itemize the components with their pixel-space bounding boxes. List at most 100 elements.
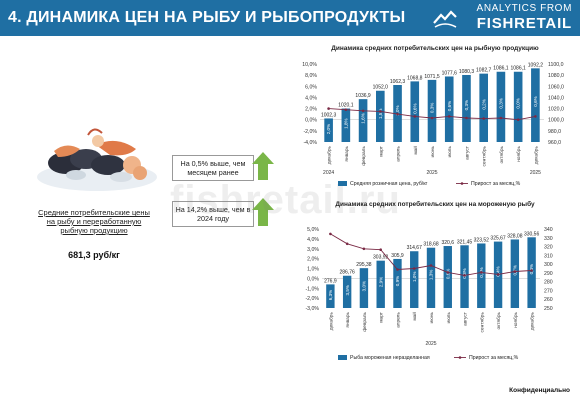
- left-axis-tick: -1,0%: [305, 286, 319, 292]
- bar-value-label: 295,38: [356, 262, 372, 268]
- right-axis-tick: 980,0: [548, 129, 561, 135]
- left-axis-tick: 4,0%: [307, 237, 319, 243]
- bar-value-label: 286,76: [340, 270, 356, 276]
- bar-value-label: 323,52: [474, 237, 490, 243]
- legend-bar-label: Рыба мороженая неразделанная: [350, 355, 430, 361]
- left-axis-tick: 0,0%: [307, 276, 319, 282]
- year-change-note: На 14,2% выше, чем в 2024 году: [172, 201, 254, 227]
- brand-logo: ANALYTICS FROM FISHRETAIL: [432, 3, 572, 33]
- product-description: Средние потребительские цены на рыбу и п…: [38, 208, 150, 235]
- x-axis-tick: июнь: [431, 146, 436, 158]
- x-axis-tick: август: [464, 311, 469, 326]
- bar-value-label: 1086,1: [511, 66, 527, 72]
- left-axis-tick: -2,0%: [303, 129, 317, 135]
- growth-point: [396, 112, 399, 116]
- right-axis-tick: 1040,0: [548, 95, 564, 101]
- year-label: 2024: [323, 170, 334, 176]
- growth-point: [396, 268, 399, 271]
- growth-point: [463, 274, 466, 277]
- bar-value-label: 1036,9: [355, 93, 371, 99]
- growth-point: [480, 271, 483, 274]
- legend-line-marker: [458, 356, 462, 359]
- right-axis-tick: 960,0: [548, 140, 561, 146]
- year-label: 2025: [426, 170, 437, 176]
- confidential-label: Конфиденциально: [509, 387, 570, 394]
- legend-bar-swatch: [338, 355, 347, 360]
- growth-point: [430, 116, 434, 120]
- left-axis-tick: 5,0%: [307, 227, 319, 233]
- watermark: fishretail.ru: [170, 178, 401, 222]
- x-axis-tick: декабрь: [327, 146, 333, 165]
- growth-point: [530, 269, 533, 272]
- x-axis-tick: март: [379, 145, 384, 157]
- bar-value-label: 276,9: [324, 278, 337, 284]
- x-axis-tick: август: [465, 145, 470, 160]
- growth-point: [413, 115, 417, 118]
- pct-label: 6,3%: [328, 290, 333, 300]
- bar: [410, 251, 419, 308]
- bar: [326, 284, 335, 308]
- pct-label: 3,0%: [362, 281, 367, 291]
- x-axis-tick: декабрь: [328, 312, 334, 331]
- bar: [376, 260, 385, 308]
- bar-value-label: 330,56: [524, 231, 540, 237]
- growth-point: [482, 117, 485, 120]
- right-axis-tick: 310: [544, 253, 553, 259]
- growth-point: [379, 110, 382, 113]
- x-axis-tick: июль: [447, 312, 452, 324]
- pct-label: 0,6%: [445, 269, 450, 279]
- x-axis-tick: февраль: [362, 311, 368, 331]
- pct-label: 1,3%: [429, 270, 434, 280]
- pct-label: 0,6%: [447, 101, 452, 111]
- x-axis-tick: октябрь: [499, 146, 505, 164]
- x-axis-tick: декабрь: [533, 146, 539, 165]
- fish-price-chart: 10,0% 8,0% 6,0% 4,0% 2,0% 0,0% -2,0% -4,0% 1100,…: [302, 62, 564, 187]
- brand-name-text: FISHRETAIL: [476, 15, 572, 32]
- growth-point: [329, 232, 332, 236]
- left-axis-tick: 2,0%: [307, 257, 319, 263]
- bar-value-label: 1002,3: [321, 112, 337, 118]
- bar-value-label: 320,6: [442, 240, 455, 246]
- growth-point: [361, 109, 365, 113]
- header-bar: 4. ДИНАМИКА ЦЕН НА РЫБУ И РЫБОПРОДУКТЫ A…: [0, 0, 580, 36]
- bar-value-label: 1086,1: [493, 66, 509, 72]
- bar-value-label: 1077,6: [442, 70, 458, 76]
- bar: [410, 81, 420, 142]
- bar-value-label: 1068,8: [407, 75, 423, 81]
- x-axis-tick: июль: [448, 146, 453, 158]
- left-axis-tick: 2,0%: [305, 107, 317, 113]
- pct-label: 0,3%: [462, 268, 467, 278]
- bar: [531, 68, 540, 142]
- page-title: 4. ДИНАМИКА ЦЕН НА РЫБУ И РЫБОПРОДУКТЫ: [8, 9, 406, 26]
- bar-value-label: 1020,1: [338, 103, 354, 109]
- growth-point: [429, 264, 433, 267]
- left-axis-tick: 6,0%: [305, 84, 317, 90]
- bar: [443, 246, 452, 308]
- bar: [324, 118, 333, 142]
- growth-point: [496, 273, 500, 276]
- growth-point: [327, 107, 330, 110]
- left-axis-tick: 10,0%: [302, 62, 317, 68]
- bar: [427, 79, 437, 142]
- frozen-fish-price-chart: 5,0% 4,0% 3,0% 2,0% 1,0% 0,0% -1,0% -2,0% -3,0% 3…: [305, 227, 553, 361]
- bar: [426, 247, 436, 308]
- left-axis-tick: 8,0%: [305, 73, 317, 79]
- x-axis-tick: сентябрь: [482, 146, 488, 167]
- pct-label: 1,5%: [378, 109, 383, 119]
- right-axis-tick: 340: [544, 227, 553, 233]
- bar-value-label: 1092,2: [528, 62, 544, 68]
- bar-value-label: 305,9: [391, 253, 404, 259]
- pct-label: 0,4%: [496, 266, 501, 276]
- growth-point: [534, 115, 537, 118]
- pct-label: 0,3%: [499, 98, 504, 108]
- x-axis-tick: январь: [346, 312, 351, 328]
- x-axis-tick: январь: [345, 146, 350, 162]
- month-change-note: На 0,5% выше, чем месяцем ранее: [172, 155, 254, 181]
- right-axis-tick: 1100,0: [548, 62, 564, 68]
- legend-line-marker: [460, 182, 464, 185]
- growth-point: [499, 116, 503, 120]
- x-axis-tick: апрель: [396, 312, 401, 328]
- right-axis-tick: 1080,0: [548, 73, 564, 79]
- pct-label: 0,0%: [516, 98, 521, 108]
- pct-label: 3,5%: [345, 285, 350, 295]
